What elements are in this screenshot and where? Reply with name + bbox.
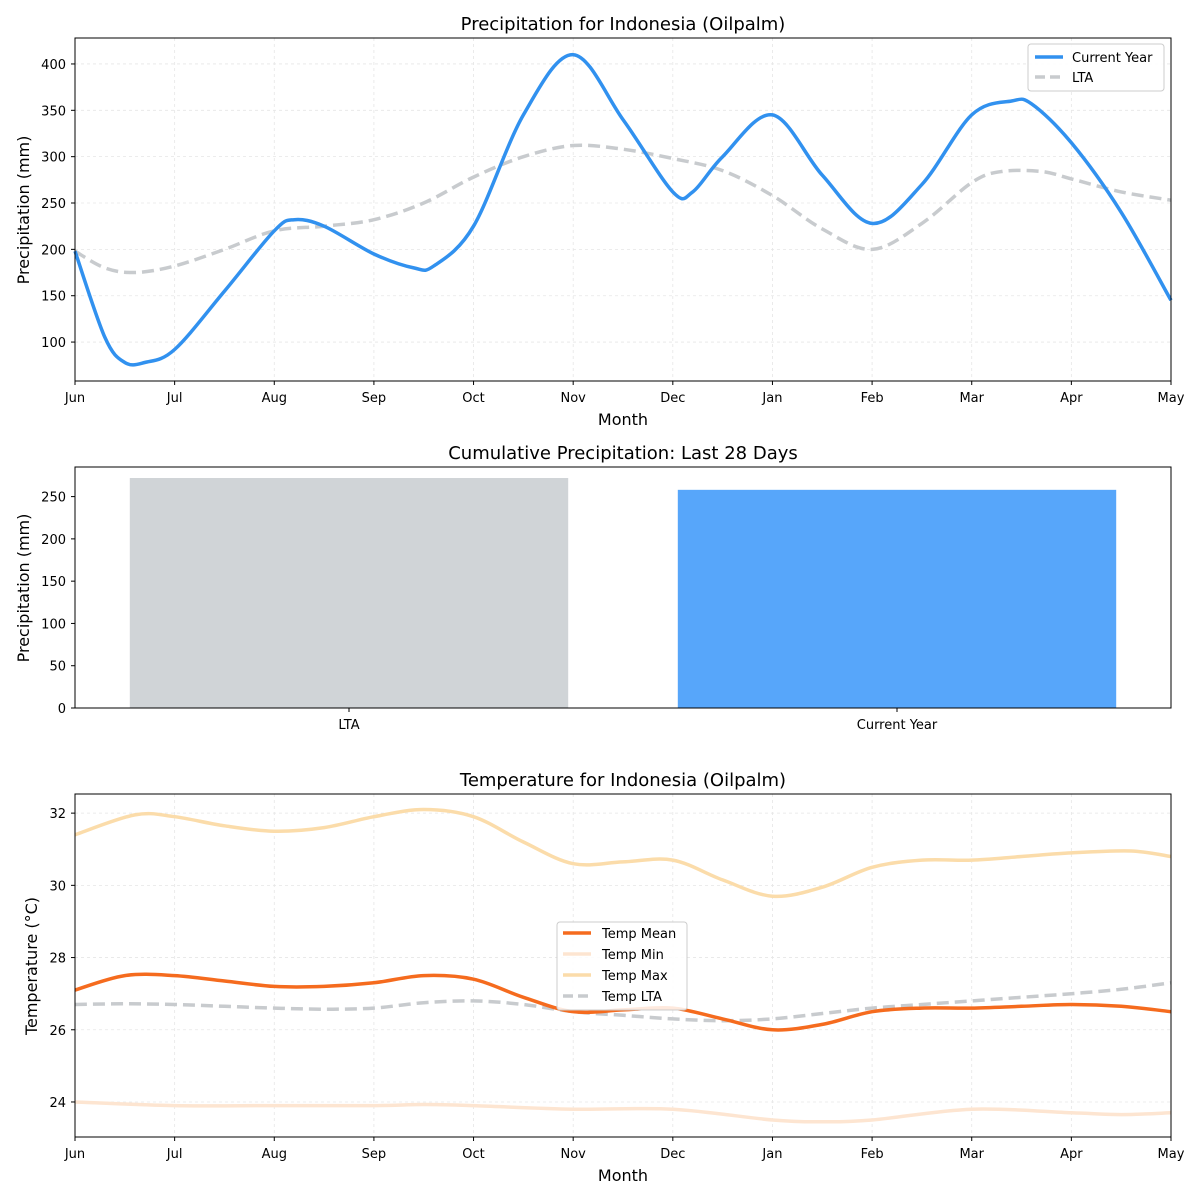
temperature-line-chart: Temperature for Indonesia (Oilpalm) 24 26…: [22, 770, 1185, 1185]
chart2-bar-current-year: [677, 489, 1117, 708]
chart3-y-tick-label: 24: [49, 1096, 66, 1111]
chart3-x-tick-label: Feb: [861, 1147, 884, 1162]
chart3-y-tick-label: 30: [49, 879, 66, 894]
chart3-series-line-temp-min: [74, 1100, 1172, 1124]
chart3-x-tick-label: Apr: [1060, 1147, 1083, 1162]
chart1-series-line-current-year: [73, 52, 1173, 367]
chart3-y-tick-label: 28: [49, 952, 66, 967]
chart2-x-tick-label: LTA: [338, 718, 359, 733]
chart3-x-tick-label: May: [1158, 1147, 1185, 1162]
chart3-x-axis-label: Month: [598, 1166, 648, 1185]
chart2-y-tick-label: 100: [41, 617, 66, 632]
chart1-y-tick-label: 400: [41, 58, 66, 73]
chart1-x-tick-label: Dec: [660, 391, 685, 406]
chart2-y-tick-label: 50: [49, 660, 66, 675]
chart1-legend-label-lta: LTA: [1072, 71, 1093, 86]
chart3-legend-label-temp-max: Temp Max: [601, 969, 668, 984]
cumulative-bar-chart: Cumulative Precipitation: Last 28 Days 0…: [14, 443, 1172, 733]
chart3-legend-box: [556, 921, 688, 1011]
chart1-y-tick-label: 100: [41, 336, 66, 351]
chart3-series-line-temp-max: [74, 807, 1172, 899]
chart3-y-tick-label: 26: [49, 1024, 66, 1039]
chart3-y-axis-label: Temperature (°C): [22, 897, 41, 1036]
chart1-x-tick-label: Jul: [166, 391, 183, 406]
chart2-y-tick-label: 150: [41, 575, 66, 590]
chart3-x-tick-label: Mar: [959, 1147, 984, 1162]
chart1-x-tick-label: Jun: [64, 391, 85, 406]
chart1-legend: Current Year LTA: [1027, 43, 1165, 92]
precipitation-line-chart: Precipitation for Indonesia (Oilpalm) 10…: [14, 14, 1185, 429]
chart1-series-line-lta: [74, 143, 1172, 275]
chart1-x-tick-label: Jan: [761, 391, 782, 406]
chart3-series-line-temp-lta: [74, 981, 1172, 1023]
chart1-title: Precipitation for Indonesia (Oilpalm): [461, 14, 786, 35]
chart3-plot-frame: [74, 793, 1172, 1138]
chart2-bar-lta: [129, 477, 569, 708]
chart1-y-tick-label: 150: [41, 290, 66, 305]
chart2-y-axis-label: Precipitation (mm): [14, 514, 33, 663]
chart3-x-tick-label: Jun: [64, 1147, 85, 1162]
chart3-legend-label-temp-min: Temp Min: [601, 948, 664, 963]
chart3-y-tick-label: 32: [49, 807, 66, 822]
chart1-x-tick-label: Nov: [560, 391, 586, 406]
chart1-x-tick-label: Aug: [262, 391, 287, 406]
chart1-x-tick-label: May: [1158, 391, 1185, 406]
chart3-legend: Temp Mean Temp Min Temp Max Temp LTA: [556, 921, 688, 1011]
chart2-y-tick-label: 250: [41, 491, 66, 506]
chart3-x-tick-label: Nov: [560, 1147, 586, 1162]
chart1-x-axis-label: Month: [598, 410, 648, 429]
chart1-y-tick-label: 250: [41, 197, 66, 212]
chart3-legend-label-temp-lta: Temp LTA: [601, 990, 662, 1005]
chart3-x-tick-label: Jan: [761, 1147, 782, 1162]
chart1-y-tick-label: 350: [41, 104, 66, 119]
chart3-legend-label-temp-mean: Temp Mean: [601, 927, 676, 942]
chart2-title: Cumulative Precipitation: Last 28 Days: [448, 443, 798, 464]
chart1-x-tick-label: Apr: [1060, 391, 1083, 406]
chart3-x-tick-label: Aug: [262, 1147, 287, 1162]
chart3-x-tick-label: Oct: [462, 1147, 484, 1162]
chart1-legend-label-current-year: Current Year: [1072, 51, 1153, 66]
chart2-plot-frame: [74, 466, 1172, 709]
chart3-x-tick-label: Sep: [362, 1147, 387, 1162]
chart1-x-tick-label: Mar: [959, 391, 984, 406]
chart3-title: Temperature for Indonesia (Oilpalm): [459, 770, 786, 791]
chart2-y-tick-label: 0: [58, 702, 66, 717]
chart3-x-tick-label: Jul: [166, 1147, 183, 1162]
chart1-x-tick-label: Feb: [861, 391, 884, 406]
chart1-y-axis-label: Precipitation (mm): [14, 136, 33, 285]
chart1-y-tick-label: 300: [41, 151, 66, 166]
chart2-x-tick-label: Current Year: [857, 718, 938, 733]
chart1-y-tick-label: 200: [41, 243, 66, 258]
chart1-plot-frame: [74, 37, 1172, 382]
chart1-x-tick-label: Oct: [462, 391, 484, 406]
chart3-x-tick-label: Dec: [660, 1147, 685, 1162]
chart1-x-tick-label: Sep: [362, 391, 387, 406]
chart2-y-tick-label: 200: [41, 533, 66, 548]
